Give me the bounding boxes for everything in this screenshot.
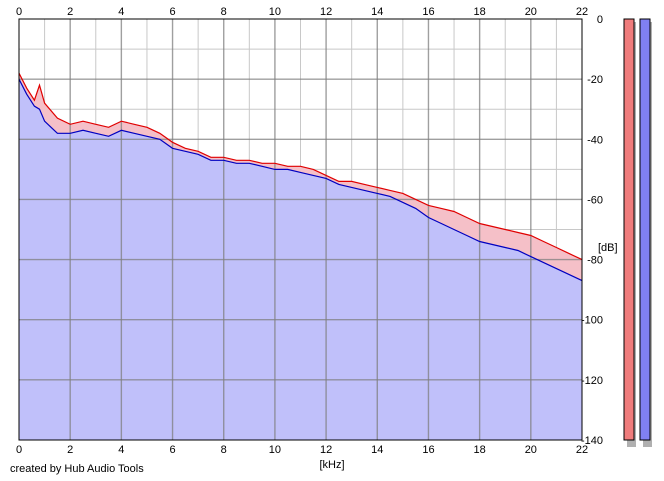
bottom-x-tick-label: 8 xyxy=(221,444,227,456)
top-x-tick-label: 12 xyxy=(320,6,332,18)
top-x-tick-label: 6 xyxy=(169,6,175,18)
top-x-tick-label: 8 xyxy=(221,6,227,18)
bottom-x-tick-label: 0 xyxy=(16,444,22,456)
bottom-x-tick-label: 4 xyxy=(118,444,124,456)
bottom-x-tick-labels: 0 2 4 6 8 10 12 14 16 18 20 22 xyxy=(16,444,588,456)
right-channel-meter xyxy=(639,18,651,441)
bottom-x-tick-label: 18 xyxy=(474,444,486,456)
bottom-x-tick-label: 20 xyxy=(525,444,537,456)
bottom-x-tick-label: 22 xyxy=(576,444,588,456)
top-x-tick-label: 14 xyxy=(371,6,383,18)
spectrum-lines xyxy=(18,72,583,282)
y-tick-label: -20 xyxy=(587,74,603,86)
y-tick-label: -120 xyxy=(581,375,603,387)
top-x-tick-label: 10 xyxy=(269,6,281,18)
left-channel-meter xyxy=(623,18,635,441)
y-tick-label: -80 xyxy=(587,255,603,267)
bottom-x-tick-label: 6 xyxy=(169,444,175,456)
left-channel-line xyxy=(18,72,583,261)
top-x-tick-label: 2 xyxy=(67,6,73,18)
credit-text: created by Hub Audio Tools xyxy=(10,463,144,475)
y-tick-label: -60 xyxy=(587,194,603,206)
x-axis-label: [kHz] xyxy=(319,459,344,471)
bottom-x-tick-label: 10 xyxy=(269,444,281,456)
y-axis-label: [dB] xyxy=(598,242,618,254)
y-tick-labels: 0 -20 -40 -60 -80 -100 -120 -140 xyxy=(581,14,603,447)
major-gridlines xyxy=(19,19,582,440)
level-meters xyxy=(623,18,652,447)
bottom-x-tick-label: 2 xyxy=(67,444,73,456)
top-x-tick-label: 22 xyxy=(576,6,588,18)
y-tick-label: -40 xyxy=(587,134,603,146)
y-tick-label: 0 xyxy=(597,14,603,26)
top-x-tick-label: 4 xyxy=(118,6,124,18)
y-tick-label: -140 xyxy=(581,435,603,447)
top-x-tick-labels: 0 2 4 6 8 10 12 14 16 18 20 22 xyxy=(16,6,588,18)
plot-border xyxy=(18,18,583,441)
bottom-x-tick-label: 16 xyxy=(422,444,434,456)
bottom-x-tick-label: 12 xyxy=(320,444,332,456)
top-x-tick-label: 20 xyxy=(525,6,537,18)
right-channel-line xyxy=(18,78,583,282)
y-tick-label: -100 xyxy=(581,315,603,327)
top-x-tick-label: 18 xyxy=(474,6,486,18)
bottom-x-tick-label: 14 xyxy=(371,444,383,456)
top-x-tick-label: 0 xyxy=(16,6,22,18)
top-x-tick-label: 16 xyxy=(422,6,434,18)
